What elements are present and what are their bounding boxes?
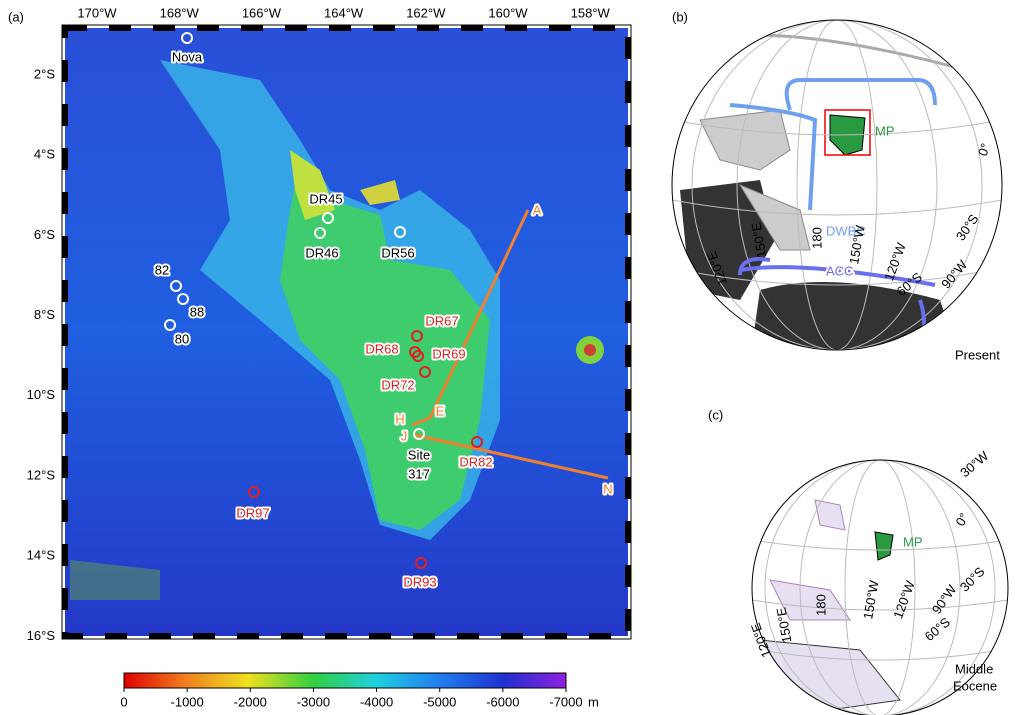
colorbar-unit: m [588,694,599,709]
colorbar [124,673,566,688]
longitude-label: 166°W [242,5,282,20]
bathymetry-map [62,25,631,639]
grid-label: 30°W [957,448,992,480]
latitude-label: 8°S [34,307,55,322]
colorbar-label: -2000 [234,694,267,709]
colorbar-label: -6000 [486,694,519,709]
panel-label: (a) [8,9,24,24]
colorbar-label: -4000 [360,694,393,709]
site-label: DR67 [425,313,458,328]
longitude-label: 158°W [571,5,611,20]
current-label: ACC [826,263,853,278]
site-label: 88 [190,304,204,319]
site-label: DR46 [305,245,338,260]
site-label: 80 [175,331,189,346]
latitude-label: 14°S [27,548,56,563]
latitude-label: 16°S [27,628,56,643]
site-label: Nova [172,49,203,64]
caption: Eocene [953,678,997,693]
latitude-label: 6°S [34,227,55,242]
site-label: DR56 [381,245,414,260]
profile-point: N [603,481,612,496]
colorbar-label: -5000 [423,694,456,709]
colorbar-label: -7000 [549,694,582,709]
longitude-label: 164°W [324,5,364,20]
caption: Middle [955,661,993,676]
panel-label: (b) [672,9,688,24]
longitude-label: 160°W [488,5,528,20]
latitude-label: 2°S [34,66,55,81]
colorbar-label: 0 [120,694,127,709]
site-label: DR69 [432,346,465,361]
grid-label: 180 [809,227,824,249]
profile-point: E [436,403,445,418]
latitude-label: 4°S [34,147,55,162]
site-label: 82 [155,262,169,277]
profile-point: J [401,428,408,443]
site-label: DR97 [236,505,269,520]
plateau-label: MP [903,534,923,549]
colorbar-label: -3000 [297,694,330,709]
caption: Present [955,347,1000,362]
site-label: DR82 [459,454,492,469]
profile-point: H [395,411,404,426]
plateau-label: MP [875,123,895,138]
site-label: DR68 [365,341,398,356]
grid-label: 180 [813,594,828,616]
site-label: DR72 [381,377,414,392]
longitude-label: 170°W [77,5,117,20]
longitude-label: 168°W [160,5,200,20]
colorbar-label: -1000 [171,694,204,709]
latitude-label: 12°S [27,467,56,482]
site-label: 317 [408,466,430,481]
longitude-label: 162°W [406,5,446,20]
globe-present [672,20,1002,360]
figure: (a) (b) MP DWBC ACC Present (c) MP Middl… [0,0,1019,715]
site-label: Site [408,447,430,462]
profile-point: A [533,202,542,217]
panel-label: (c) [708,407,723,422]
site-label: DR93 [403,574,436,589]
site-label: DR45 [309,191,342,206]
latitude-label: 10°S [27,387,56,402]
